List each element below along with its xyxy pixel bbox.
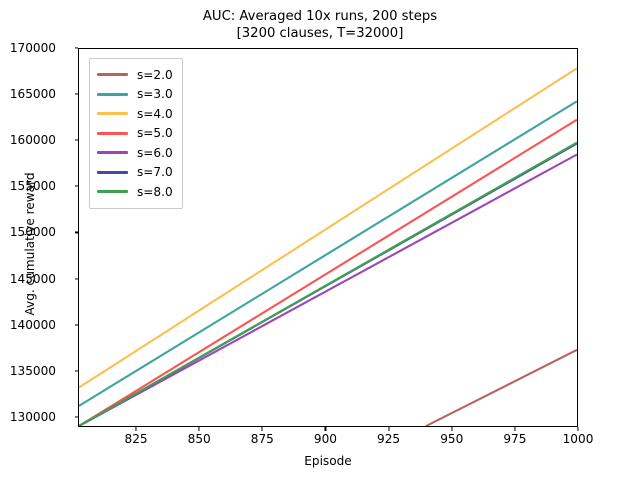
y-tick-label: 135000 [9, 363, 56, 378]
legend-color-swatch [97, 73, 128, 77]
x-tick-mark [324, 427, 327, 431]
x-tick-mark [577, 427, 579, 431]
y-tick-label: 170000 [9, 41, 56, 55]
legend-color-swatch [97, 92, 128, 96]
x-tick-label: 850 [187, 432, 211, 446]
x-tick-mark [514, 427, 516, 431]
legend-label: s=7.0 [137, 165, 173, 180]
x-tick-mark [198, 427, 200, 431]
legend-color-swatch [97, 112, 128, 116]
y-tick-label: 150000 [9, 225, 56, 240]
legend-item[interactable]: s=2.0 [97, 65, 173, 85]
y-tick-mark [74, 47, 78, 49]
legend-item[interactable]: s=4.0 [97, 104, 173, 124]
legend-item[interactable]: s=3.0 [97, 85, 173, 105]
legend-label: s=3.0 [137, 87, 173, 102]
series-line-s60 [79, 154, 577, 426]
y-tick-label: 165000 [9, 87, 56, 102]
legend-label: s=8.0 [137, 184, 173, 199]
x-tick-mark [261, 427, 263, 431]
legend-item[interactable]: s=5.0 [97, 124, 173, 144]
series-line-s40 [79, 68, 577, 387]
legend-label: s=4.0 [137, 106, 173, 121]
series-line-s80 [79, 143, 577, 426]
x-tick-label: 975 [503, 432, 527, 446]
y-tick-mark [74, 416, 78, 418]
x-tick-label: 925 [377, 432, 401, 446]
x-tick-label: 950 [440, 432, 464, 446]
x-tick-label: 825 [124, 432, 148, 446]
y-tick-mark [74, 370, 78, 372]
series-line-s20 [426, 350, 577, 426]
y-tick-label: 160000 [9, 133, 56, 148]
y-tick-mark [74, 277, 78, 280]
y-tick-label: 155000 [9, 179, 56, 194]
series-line-s30 [79, 101, 577, 406]
plot-lines [79, 49, 577, 426]
x-tick-mark [135, 427, 137, 431]
y-tick-mark [74, 324, 78, 326]
y-tick-mark [74, 231, 78, 233]
series-line-s50 [79, 120, 577, 426]
legend-color-swatch [97, 151, 128, 155]
x-tick-mark [451, 427, 453, 431]
legend: s=2.0 s=3.0 s=4.0 s=5.0 s=6.0 s=7.0 s=8.0 [89, 58, 183, 209]
chart-title: AUC: Averaged 10x runs, 200 steps [3200 … [202, 9, 438, 41]
y-tick-mark [74, 93, 78, 95]
x-tick-label: 875 [250, 432, 274, 446]
x-tick-label: 900 [313, 432, 338, 446]
legend-color-swatch [97, 190, 128, 194]
legend-color-swatch [97, 131, 128, 135]
x-axis-label: Episode [304, 454, 352, 468]
legend-item[interactable]: s=7.0 [97, 163, 173, 183]
legend-color-swatch [97, 170, 128, 174]
legend-label: s=5.0 [137, 126, 173, 141]
y-axis-label: Avg. cumulative reward [23, 172, 37, 316]
legend-item[interactable]: s=8.0 [97, 182, 173, 202]
x-tick-mark [388, 427, 390, 431]
y-tick-label: 140000 [9, 317, 56, 332]
legend-item[interactable]: s=6.0 [97, 143, 173, 163]
y-tick-label: 145000 [9, 271, 56, 286]
y-tick-mark [74, 185, 78, 187]
y-tick-label: 130000 [9, 409, 56, 424]
legend-label: s=2.0 [137, 67, 173, 82]
x-tick-label: 1000 [562, 432, 594, 446]
y-tick-mark [74, 139, 78, 141]
legend-label: s=6.0 [137, 145, 173, 160]
